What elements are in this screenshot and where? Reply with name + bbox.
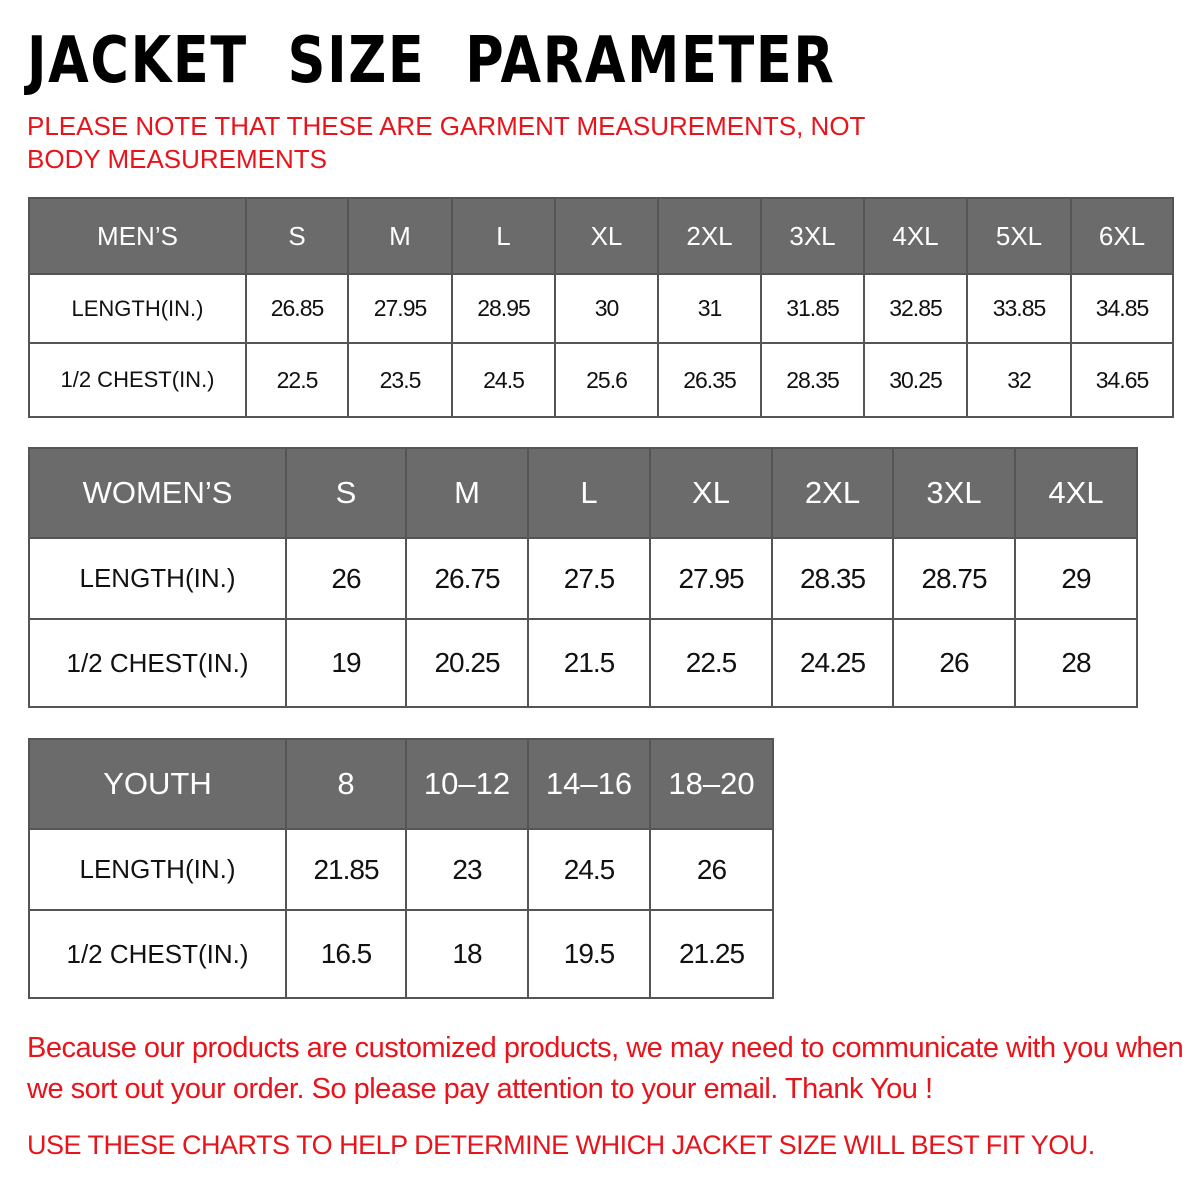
- mens-size-table: MEN’S S M L XL 2XL 3XL 4XL 5XL 6XL LENGTH(IN.) 26.8…: [28, 197, 1174, 418]
- measurement-cell: 27.95: [649, 537, 773, 620]
- table-row: 1/2 CHEST(IN.) 16.5 18 19.5 21.25: [28, 909, 774, 999]
- measurement-cell: 27.5: [527, 537, 651, 620]
- measurement-cell: 28.75: [892, 537, 1016, 620]
- measurement-cell: 25.6: [554, 342, 659, 418]
- measurement-cell: 22.5: [649, 618, 773, 708]
- measurement-cell: 21.25: [649, 909, 774, 999]
- measurement-cell: 28.35: [771, 537, 894, 620]
- size-header: 5XL: [966, 197, 1072, 275]
- category-header: MEN’S: [28, 197, 247, 275]
- row-label: LENGTH(IN.): [28, 828, 287, 911]
- youth-size-table: YOUTH 8 10–12 14–16 18–20 LENGTH(IN.) 21.85 23 2…: [28, 738, 774, 999]
- row-label: 1/2 CHEST(IN.): [28, 342, 247, 418]
- row-label: 1/2 CHEST(IN.): [28, 618, 287, 708]
- footer-note: USE THESE CHARTS TO HELP DETERMINE WHICH…: [27, 1130, 1095, 1160]
- size-header: XL: [554, 197, 659, 275]
- measurement-cell: 19.5: [527, 909, 651, 999]
- size-header: S: [285, 447, 407, 539]
- row-label: 1/2 CHEST(IN.): [28, 909, 287, 999]
- measurement-cell: 18: [405, 909, 529, 999]
- womens-size-table: WOMEN’S S M L XL 2XL 3XL 4XL LENGTH(IN.) 26 26.75 2…: [28, 447, 1138, 708]
- size-header: 3XL: [760, 197, 865, 275]
- measurement-cell: 28.95: [451, 273, 556, 344]
- measurement-cell: 24.25: [771, 618, 894, 708]
- measurement-cell: 26.85: [245, 273, 349, 344]
- measurement-cell: 29: [1014, 537, 1138, 620]
- size-header: 10–12: [405, 738, 529, 830]
- measurement-cell: 27.95: [347, 273, 453, 344]
- measurement-cell: 23.5: [347, 342, 453, 418]
- measurement-cell: 28.35: [760, 342, 865, 418]
- measurement-cell: 26.75: [405, 537, 529, 620]
- table-row: LENGTH(IN.) 26 26.75 27.5 27.95 28.35 28.75 29: [28, 537, 1138, 620]
- size-header: L: [451, 197, 556, 275]
- size-header: L: [527, 447, 651, 539]
- measurement-cell: 26.35: [657, 342, 762, 418]
- measurement-cell: 30: [554, 273, 659, 344]
- customization-message: Because our products are customized prod…: [27, 1032, 1184, 1105]
- measurement-cell: 26: [892, 618, 1016, 708]
- header-row: WOMEN’S S M L XL 2XL 3XL 4XL: [28, 447, 1138, 539]
- measurement-note: PLEASE NOTE THAT THESE ARE GARMENT MEASU…: [27, 111, 865, 174]
- measurement-cell: 23: [405, 828, 529, 911]
- measurement-cell: 24.5: [527, 828, 651, 911]
- header-row: YOUTH 8 10–12 14–16 18–20: [28, 738, 774, 830]
- table-row: 1/2 CHEST(IN.) 22.5 23.5 24.5 25.6 26.35 28.35…: [28, 342, 1174, 418]
- size-header: 18–20: [649, 738, 774, 830]
- size-header: M: [347, 197, 453, 275]
- measurement-cell: 26: [649, 828, 774, 911]
- size-header: M: [405, 447, 529, 539]
- measurement-cell: 19: [285, 618, 407, 708]
- measurement-cell: 31: [657, 273, 762, 344]
- measurement-cell: 31.85: [760, 273, 865, 344]
- measurement-cell: 28: [1014, 618, 1138, 708]
- measurement-cell: 32: [966, 342, 1072, 418]
- measurement-cell: 16.5: [285, 909, 407, 999]
- page-title: JACKET SIZE PARAMETER: [27, 24, 836, 98]
- size-header: 6XL: [1070, 197, 1174, 275]
- table-row: 1/2 CHEST(IN.) 19 20.25 21.5 22.5 24.25 26 28: [28, 618, 1138, 708]
- size-header: XL: [649, 447, 773, 539]
- measurement-cell: 34.65: [1070, 342, 1174, 418]
- measurement-cell: 32.85: [863, 273, 968, 344]
- measurement-cell: 34.85: [1070, 273, 1174, 344]
- header-row: MEN’S S M L XL 2XL 3XL 4XL 5XL 6XL: [28, 197, 1174, 275]
- size-header: 14–16: [527, 738, 651, 830]
- category-header: YOUTH: [28, 738, 287, 830]
- measurement-cell: 30.25: [863, 342, 968, 418]
- size-header: 8: [285, 738, 407, 830]
- category-header: WOMEN’S: [28, 447, 287, 539]
- measurement-cell: 21.5: [527, 618, 651, 708]
- size-header: 4XL: [1014, 447, 1138, 539]
- measurement-cell: 24.5: [451, 342, 556, 418]
- measurement-cell: 21.85: [285, 828, 407, 911]
- size-header: 3XL: [892, 447, 1016, 539]
- measurement-cell: 20.25: [405, 618, 529, 708]
- measurement-cell: 22.5: [245, 342, 349, 418]
- size-header: 4XL: [863, 197, 968, 275]
- measurement-cell: 26: [285, 537, 407, 620]
- row-label: LENGTH(IN.): [28, 537, 287, 620]
- measurement-cell: 33.85: [966, 273, 1072, 344]
- table-row: LENGTH(IN.) 21.85 23 24.5 26: [28, 828, 774, 911]
- size-header: 2XL: [771, 447, 894, 539]
- row-label: LENGTH(IN.): [28, 273, 247, 344]
- size-header: S: [245, 197, 349, 275]
- table-row: LENGTH(IN.) 26.85 27.95 28.95 30 31 31.85 32.85…: [28, 273, 1174, 344]
- size-header: 2XL: [657, 197, 762, 275]
